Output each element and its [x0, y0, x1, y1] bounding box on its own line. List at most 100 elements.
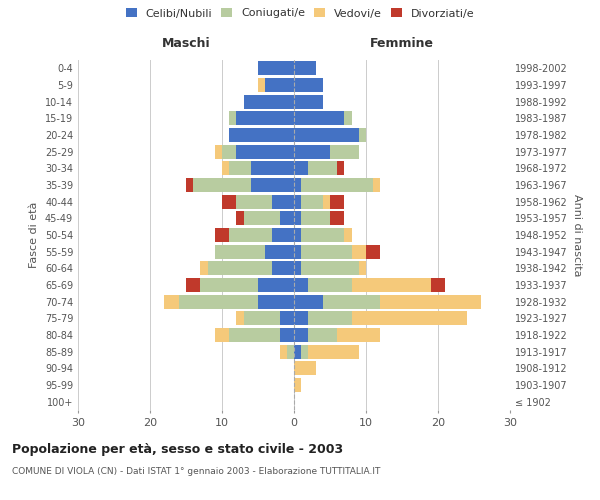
Bar [265, 244, 294, 259]
Bar [244, 311, 280, 326]
Bar [280, 211, 294, 226]
Bar [294, 278, 308, 292]
Bar [186, 278, 200, 292]
Bar [323, 194, 330, 209]
Bar [215, 244, 265, 259]
Bar [215, 144, 222, 159]
Bar [229, 328, 280, 342]
Bar [200, 261, 208, 276]
Bar [208, 261, 272, 276]
Bar [352, 278, 431, 292]
Bar [258, 62, 294, 76]
Bar [280, 344, 287, 359]
Bar [244, 211, 280, 226]
Bar [431, 278, 445, 292]
Bar [373, 178, 380, 192]
Bar [294, 112, 344, 126]
Bar [258, 278, 294, 292]
Bar [294, 244, 301, 259]
Bar [308, 162, 337, 175]
Bar [308, 328, 337, 342]
Bar [186, 178, 193, 192]
Bar [215, 228, 229, 242]
Bar [236, 144, 294, 159]
Bar [294, 128, 359, 142]
Bar [280, 328, 294, 342]
Bar [294, 144, 330, 159]
Bar [294, 194, 301, 209]
Bar [222, 144, 236, 159]
Bar [236, 194, 272, 209]
Bar [193, 178, 251, 192]
Bar [272, 261, 294, 276]
Legend: Celibi/Nubili, Coniugati/e, Vedovi/e, Divorziati/e: Celibi/Nubili, Coniugati/e, Vedovi/e, Di… [125, 8, 475, 18]
Bar [294, 378, 301, 392]
Y-axis label: Fasce di età: Fasce di età [29, 202, 39, 268]
Bar [330, 194, 344, 209]
Bar [236, 211, 244, 226]
Bar [251, 162, 294, 175]
Bar [294, 62, 316, 76]
Bar [229, 128, 294, 142]
Bar [265, 78, 294, 92]
Bar [294, 311, 308, 326]
Text: Femmine: Femmine [370, 37, 434, 50]
Bar [301, 194, 323, 209]
Bar [294, 261, 301, 276]
Bar [294, 228, 301, 242]
Bar [344, 112, 352, 126]
Bar [222, 162, 229, 175]
Bar [236, 112, 294, 126]
Bar [294, 361, 316, 376]
Bar [236, 311, 244, 326]
Y-axis label: Anni di nascita: Anni di nascita [572, 194, 581, 276]
Bar [294, 162, 308, 175]
Bar [359, 261, 366, 276]
Bar [301, 211, 330, 226]
Bar [366, 244, 380, 259]
Bar [244, 94, 294, 109]
Bar [301, 178, 373, 192]
Bar [251, 178, 294, 192]
Bar [352, 311, 467, 326]
Bar [258, 78, 265, 92]
Bar [229, 162, 251, 175]
Bar [308, 278, 352, 292]
Bar [344, 228, 352, 242]
Bar [301, 344, 308, 359]
Bar [294, 328, 308, 342]
Text: Maschi: Maschi [161, 37, 211, 50]
Text: COMUNE DI VIOLA (CN) - Dati ISTAT 1° gennaio 2003 - Elaborazione TUTTITALIA.IT: COMUNE DI VIOLA (CN) - Dati ISTAT 1° gen… [12, 468, 380, 476]
Bar [294, 344, 301, 359]
Bar [229, 112, 236, 126]
Text: Popolazione per età, sesso e stato civile - 2003: Popolazione per età, sesso e stato civil… [12, 442, 343, 456]
Bar [330, 144, 359, 159]
Bar [294, 78, 323, 92]
Bar [337, 162, 344, 175]
Bar [294, 294, 323, 308]
Bar [359, 128, 366, 142]
Bar [229, 228, 272, 242]
Bar [272, 228, 294, 242]
Bar [352, 244, 366, 259]
Bar [294, 178, 301, 192]
Bar [301, 261, 359, 276]
Bar [301, 244, 352, 259]
Bar [294, 211, 301, 226]
Bar [308, 311, 352, 326]
Bar [272, 194, 294, 209]
Bar [179, 294, 258, 308]
Bar [164, 294, 179, 308]
Bar [294, 94, 323, 109]
Bar [287, 344, 294, 359]
Bar [323, 294, 380, 308]
Bar [222, 194, 236, 209]
Bar [330, 211, 344, 226]
Bar [337, 328, 380, 342]
Bar [308, 344, 359, 359]
Bar [280, 311, 294, 326]
Bar [301, 228, 344, 242]
Bar [215, 328, 229, 342]
Bar [200, 278, 258, 292]
Bar [380, 294, 481, 308]
